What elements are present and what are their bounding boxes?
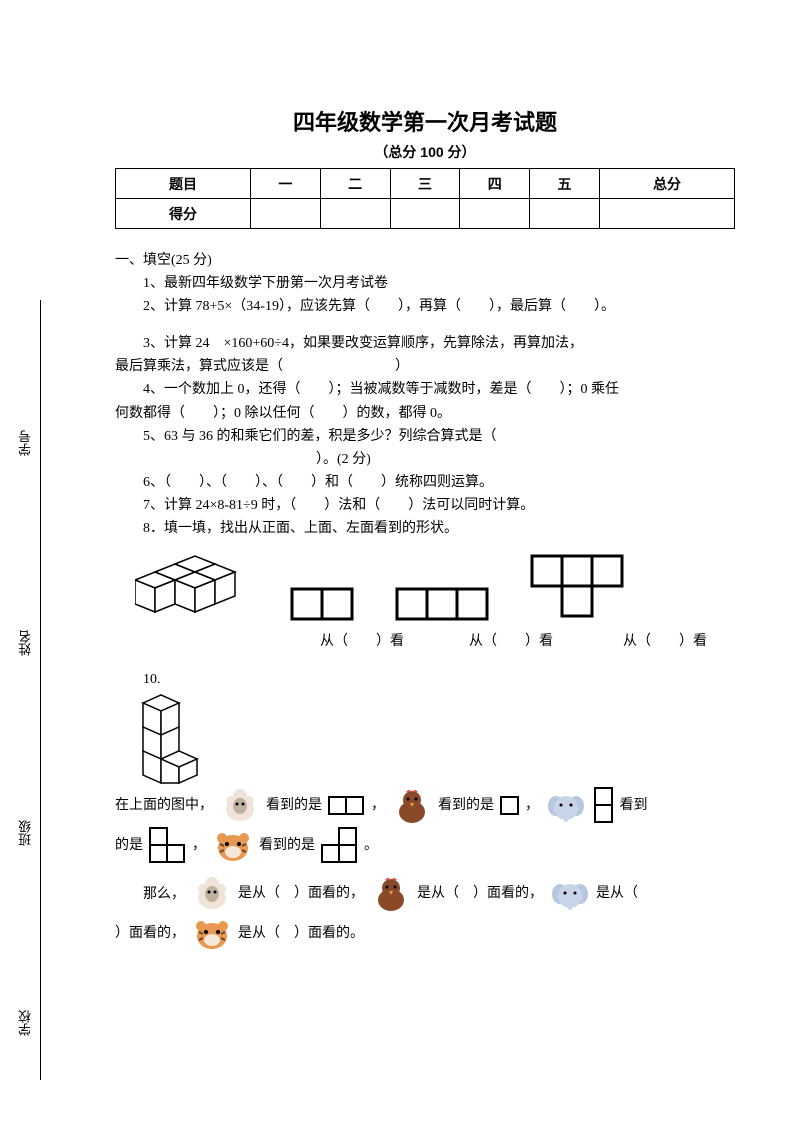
tiger-icon	[191, 914, 233, 954]
sheep-icon	[191, 874, 233, 914]
q10-cubes-3d-icon	[135, 691, 205, 786]
score-cell	[320, 199, 390, 229]
content-body: 一、填空(25 分) 1、最新四年级数学下册第一次月考试卷 2、计算 78+5×…	[115, 249, 735, 954]
question-4b: 何数都得（ ）；0 除以任何（ ）的数，都得 0。	[115, 402, 735, 425]
shape-1-icon	[500, 790, 520, 824]
label-student-id: 学号	[16, 430, 35, 456]
score-header-cell: 三	[390, 169, 460, 199]
elephant-icon	[549, 874, 591, 914]
sheep-icon	[219, 786, 261, 826]
q10-text: 看到的是	[266, 799, 322, 814]
question-2: 2、计算 78+5×（34-19），应该先算（ ），再算（ ），最后算（ ）。	[143, 295, 735, 318]
view-shape-3squares-icon	[395, 587, 495, 622]
q8-view-labels: 从（ ）看 从（ ）看 从（ ）看	[320, 630, 735, 653]
q10-text: ，	[525, 799, 539, 814]
q10-text: ，	[371, 799, 385, 814]
score-header-cell: 五	[530, 169, 600, 199]
score-table: 题目 一 二 三 四 五 总分 得分	[115, 168, 735, 229]
q10-text: 看到的是	[259, 839, 315, 854]
chicken-icon	[370, 874, 412, 914]
score-cell	[599, 199, 734, 229]
question-10-label: 10.	[143, 668, 735, 691]
score-cell	[250, 199, 320, 229]
label-school: 学校	[16, 1010, 35, 1036]
q10-text: 看到的是	[438, 799, 494, 814]
q10-text: ）面看的，	[115, 927, 185, 942]
score-header-cell: 总分	[599, 169, 734, 199]
q10-line2: 的是 ， 看到的是 。	[115, 826, 735, 866]
page-title: 四年级数学第一次月考试题	[115, 105, 735, 137]
q10-text: 那么，	[143, 887, 185, 902]
question-5a: 5、63 与 36 的和乘它们的差，积是多少？列综合算式是（	[143, 425, 735, 448]
q10-text: 是从（ ）面看的。	[238, 927, 364, 942]
score-table-input-row: 得分	[116, 199, 735, 229]
view-shape-tshape-icon	[530, 554, 630, 622]
score-header-cell: 一	[250, 169, 320, 199]
elephant-icon	[545, 786, 587, 826]
view-label: 从（ ）看	[623, 630, 707, 653]
question-7: 7、计算 24×8-81÷9 时，（ ）法和（ ）法可以同时计算。	[143, 494, 735, 517]
question-5b: ）。(2 分)	[190, 448, 735, 471]
q10-text: 是从（ ）面看的，	[417, 887, 543, 902]
score-header-cell: 四	[460, 169, 530, 199]
question-3a: 3、计算 24 ×160+60÷4，如果要改变运算顺序，先算除法，再算加法，	[143, 332, 735, 355]
q10-text: ，	[192, 839, 206, 854]
q10-line1: 在上面的图中， 看到的是 ， 看到的是 ， 看到	[115, 786, 735, 826]
question-4a: 4、一个数加上 0，还得（ ）；当被减数等于减数时，差是（ ）；0 乘任	[143, 378, 735, 401]
q10-text: 。	[364, 839, 378, 854]
question-1: 1、最新四年级数学下册第一次月考试卷	[143, 272, 735, 295]
score-header-cell: 题目	[116, 169, 251, 199]
shape-2v-icon	[594, 787, 614, 825]
score-cell	[530, 199, 600, 229]
shape-L-icon	[149, 827, 187, 865]
label-name: 姓名	[16, 630, 35, 656]
binding-margin: 学号 姓名 班级 学校	[40, 300, 70, 1080]
question-3b: 最后算乘法，算式应该是（ ）	[115, 355, 735, 378]
q10-text: 是从（	[596, 887, 638, 902]
question-8: 8．填一填，找出从正面、上面、左面看到的形状。	[143, 517, 735, 540]
score-cell	[390, 199, 460, 229]
question-6: 6、（ ）、（ ）、（ ）和（ ）统称四则运算。	[143, 471, 735, 494]
shape-L2-icon	[321, 827, 359, 865]
score-row-label: 得分	[116, 199, 251, 229]
q10-text: 是从（ ）面看的，	[238, 887, 364, 902]
section-1-title: 一、填空(25 分)	[115, 249, 735, 272]
q10-line3: 那么， 是从（ ）面看的， 是从（ ）面看的， 是从（	[115, 874, 735, 914]
cubes-3d-icon	[135, 552, 255, 622]
tiger-icon	[212, 826, 254, 866]
chicken-icon	[391, 786, 433, 826]
score-table-header-row: 题目 一 二 三 四 五 总分	[116, 169, 735, 199]
label-class: 班级	[16, 820, 35, 846]
q10-line4: ）面看的， 是从（ ）面看的。	[115, 914, 735, 954]
total-score-label: （总分 100 分）	[115, 142, 735, 162]
q10-text: 的是	[115, 839, 143, 854]
exam-page: 四年级数学第一次月考试题 （总分 100 分） 题目 一 二 三 四 五 总分 …	[115, 105, 735, 954]
score-header-cell: 二	[320, 169, 390, 199]
view-label: 从（ ）看	[320, 630, 404, 653]
score-cell	[460, 199, 530, 229]
shape-2h-icon	[328, 790, 366, 824]
q10-text: 在上面的图中，	[115, 799, 213, 814]
view-shape-2squares-icon	[290, 587, 360, 622]
q8-figures	[135, 552, 735, 622]
view-label: 从（ ）看	[469, 630, 553, 653]
q10-text: 看到	[620, 799, 648, 814]
